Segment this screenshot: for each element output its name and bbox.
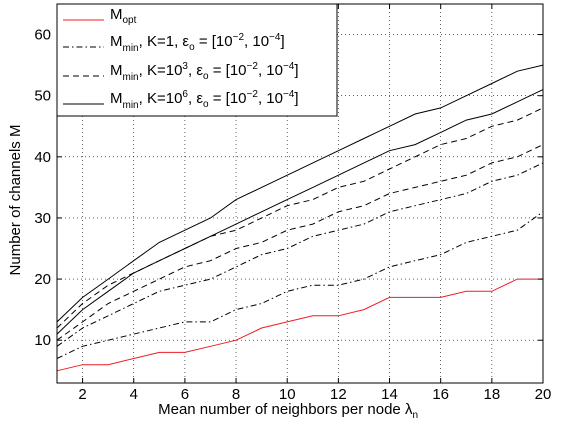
series-layer: [56, 64, 544, 372]
x-axis-label: Mean number of neighbors per node λn: [158, 401, 418, 421]
x-tick-label: 2: [78, 386, 86, 403]
x-tick-label: 8: [232, 386, 240, 403]
x-axis-label-main: Mean number of neighbors per node: [158, 401, 405, 418]
y-tick-label: 10: [34, 332, 51, 349]
x-tick-label: 14: [381, 386, 398, 403]
legend-label-k3: Mmin, K=103, εo = [10−2, 10−4]: [110, 61, 299, 83]
x-tick-label: 18: [483, 386, 500, 403]
series-line-k6-high: [56, 64, 544, 323]
x-tick-label: 6: [181, 386, 189, 403]
x-axis-label-symbol: λ: [405, 401, 413, 418]
legend: Mopt Mmin, K=1, εo = [10−2, 10−4] Mmin, …: [56, 3, 338, 117]
y-tick-label: 50: [34, 88, 51, 105]
x-tick-label: 20: [535, 386, 552, 403]
legend-box: [56, 3, 338, 117]
series-line-k3-high: [56, 107, 544, 329]
y-tick-label: 60: [34, 27, 51, 44]
series-line-k3-low: [56, 144, 544, 341]
y-tick-label: 40: [34, 149, 51, 166]
legend-label-k1: Mmin, K=1, εo = [10−2, 10−4]: [110, 32, 285, 54]
y-tick-label: 20: [34, 271, 51, 288]
x-tick-label: 12: [330, 386, 347, 403]
legend-label-opt: Mopt: [110, 6, 137, 26]
x-tick-label: 16: [432, 386, 449, 403]
y-axis-label: Number of channels M: [7, 125, 24, 276]
x-tick-label: 10: [279, 386, 296, 403]
x-tick-label: 4: [130, 386, 138, 403]
series-line-k6-low: [56, 89, 544, 335]
series-line-opt: [56, 278, 543, 372]
x-axis-label-subscript: n: [412, 410, 418, 421]
y-tick-label: 30: [34, 210, 51, 227]
series-line-k1-high: [56, 162, 544, 347]
legend-label-k6: Mmin, K=106, εo = [10−2, 10−4]: [110, 89, 299, 111]
series-line-k1-low: [56, 211, 544, 359]
